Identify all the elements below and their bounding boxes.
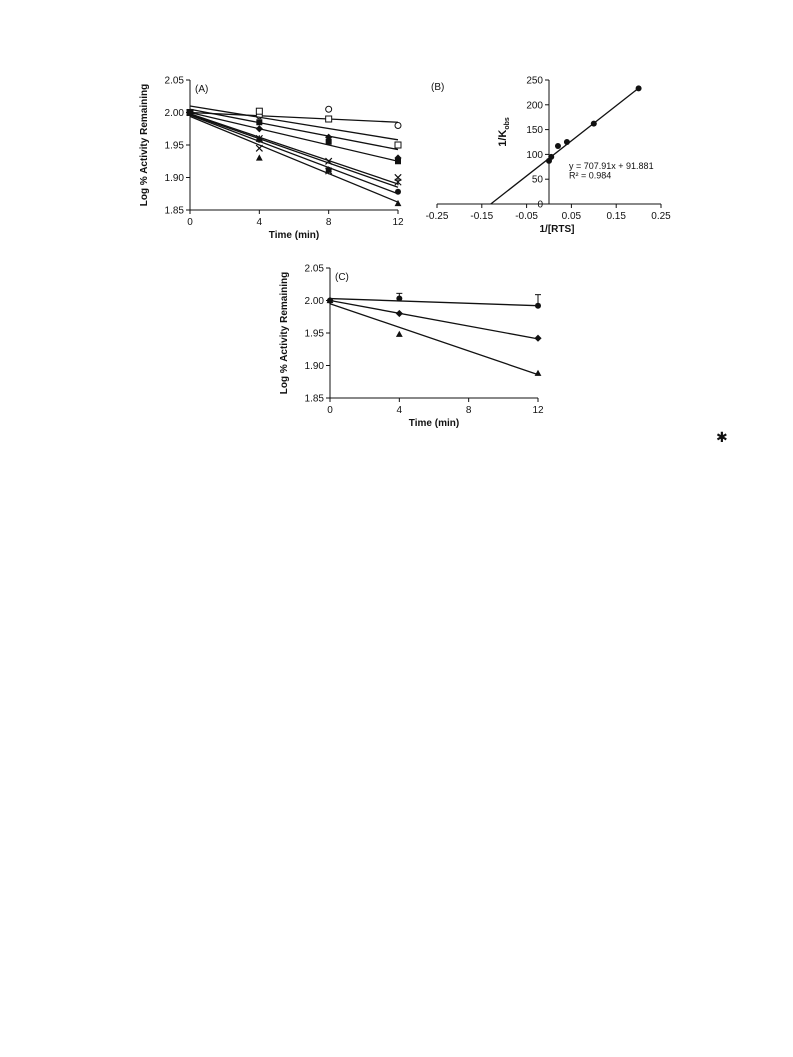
panel-a-point-triangle-filled <box>186 108 194 116</box>
panel-b-y-tick-label: 200 <box>526 100 543 111</box>
panel-c-y-axis-label: Log % Activity Remaining <box>279 272 290 394</box>
panel-c-point-triangle-filled <box>326 296 334 304</box>
panel-c-x-tick-label: 8 <box>466 405 472 416</box>
panel-c-point-circle-filled <box>396 295 403 302</box>
panel-c-y-tick-label: 1.85 <box>305 394 325 405</box>
panel-a-point-square-open <box>325 115 333 123</box>
panel-a-x-tick-label: 12 <box>392 217 404 228</box>
panel-a-y-axis-label: Log % Activity Remaining <box>139 84 150 206</box>
stray-asterisk-mark: ✱ <box>716 430 728 446</box>
panel-b-x-tick-label: 0.25 <box>651 211 671 222</box>
chart-panel-b: -0.25 -0.15 -0.05 0.05 0.15 0.25 0 50 100 150 200 2… <box>426 76 672 236</box>
panel-b-y-axis-label: 1/Kobs <box>497 117 511 147</box>
panel-b-point <box>563 139 570 145</box>
panel-b-fit-line <box>490 87 640 205</box>
panel-a-point-square-open <box>255 107 263 115</box>
panel-a-point-asterisk <box>394 178 402 186</box>
panel-b-y-tick-label: 250 <box>526 76 543 87</box>
panel-a-point-triangle-filled <box>255 154 263 161</box>
panel-b-y-tick-label: 100 <box>526 150 543 161</box>
panel-c-x-axis-label: Time (min) <box>409 418 459 429</box>
panel-c-point-triangle-filled <box>395 330 403 337</box>
panel-a-point-circle-open <box>394 122 402 129</box>
panel-a-fit-line-4 <box>189 113 399 185</box>
panel-a-panel-label: (A) <box>195 84 208 95</box>
panel-a-y-tick-label: 1.95 <box>165 141 185 152</box>
panel-b-r-squared: R² = 0.984 <box>569 171 611 181</box>
panel-b-point <box>635 85 642 92</box>
panel-c-y-tick-label: 2.00 <box>305 296 325 307</box>
chart-panel-c: 1.85 1.90 1.95 2.00 2.05 0 4 8 12 Time (min) Log %… <box>279 264 544 430</box>
panel-b-x-tick-label: -0.05 <box>515 211 538 222</box>
panel-c-fit-line-0 <box>329 297 539 307</box>
panel-a-fit-line-1 <box>189 105 399 141</box>
panel-a-point-circle-filled <box>256 136 263 143</box>
panel-c-x-tick-label: 0 <box>327 405 333 416</box>
panel-c-point-triangle-filled <box>534 369 542 376</box>
panel-a-point-square-filled <box>325 138 332 145</box>
panel-c-point-circle-filled <box>535 302 541 309</box>
panel-c-y-tick-label: 1.90 <box>305 361 325 372</box>
panel-b-point <box>554 142 561 149</box>
panel-a-fit-line-6 <box>189 114 399 195</box>
panel-a-point-square-filled <box>256 119 263 126</box>
panel-c-point-diamond-filled <box>534 334 542 342</box>
panel-a-fit-line-2 <box>189 108 399 151</box>
panel-a-x-tick-label: 4 <box>257 217 263 228</box>
panel-a-point-circle-filled <box>395 188 401 195</box>
panel-c-x-tick-label: 4 <box>397 405 403 416</box>
panel-b-y-tick-label: 150 <box>526 125 543 136</box>
panel-a-y-tick-label: 1.90 <box>165 173 185 184</box>
panel-a-point-triangle-filled <box>394 199 402 207</box>
panel-b-y-tick-label: 0 <box>537 200 543 211</box>
panel-b-x-tick-label: -0.15 <box>470 211 493 222</box>
panel-c-point-diamond-filled <box>395 309 403 318</box>
panel-b-equation: y = 707.91x + 91.881 <box>569 161 654 171</box>
panel-b-x-tick-label: -0.25 <box>426 211 449 222</box>
panel-b-x-tick-label: 0.15 <box>606 211 626 222</box>
panel-b-y-tick-label: 50 <box>532 175 544 186</box>
panel-c-x-tick-label: 12 <box>532 405 544 416</box>
panel-a-point-triangle-filled <box>325 166 333 173</box>
panel-b-point <box>590 120 597 127</box>
panel-a-x-axis-label: Time (min) <box>269 230 319 241</box>
panel-a-y-tick-label: 2.00 <box>165 108 185 119</box>
panel-a-point-circle-open <box>325 105 333 113</box>
panel-a-y-tick-label: 1.85 <box>165 206 185 217</box>
panel-b-panel-label: (B) <box>431 82 444 93</box>
panel-b-x-axis-label: 1/[RTS] <box>540 224 575 235</box>
panel-c-panel-label: (C) <box>335 272 349 283</box>
panel-a-fit-line-3 <box>189 111 399 162</box>
panel-a-fit-line-7 <box>189 115 399 203</box>
panel-a-x-tick-label: 0 <box>187 217 193 228</box>
panel-c-fit-line-2 <box>329 303 539 376</box>
panel-a-y-tick-label: 2.05 <box>165 76 185 87</box>
panel-a-fit-line-5 <box>189 113 399 188</box>
panel-a-point-diamond-filled <box>394 154 402 162</box>
chart-panel-a: 1.85 1.90 1.95 2.00 2.05 0 4 8 12 Time (min) Log %… <box>139 76 404 242</box>
panel-c-y-tick-label: 2.05 <box>305 264 325 275</box>
panel-b-x-tick-label: 0.05 <box>562 211 582 222</box>
panel-c-y-tick-label: 1.95 <box>305 329 325 340</box>
panel-b-point <box>548 153 555 160</box>
panel-a-point-square-open <box>394 141 402 149</box>
panel-a-point-diamond-filled <box>255 125 263 133</box>
panel-a-fit-line-0 <box>189 111 399 123</box>
panel-a-x-tick-label: 8 <box>326 217 332 228</box>
panel-c-fit-line-1 <box>329 299 539 340</box>
